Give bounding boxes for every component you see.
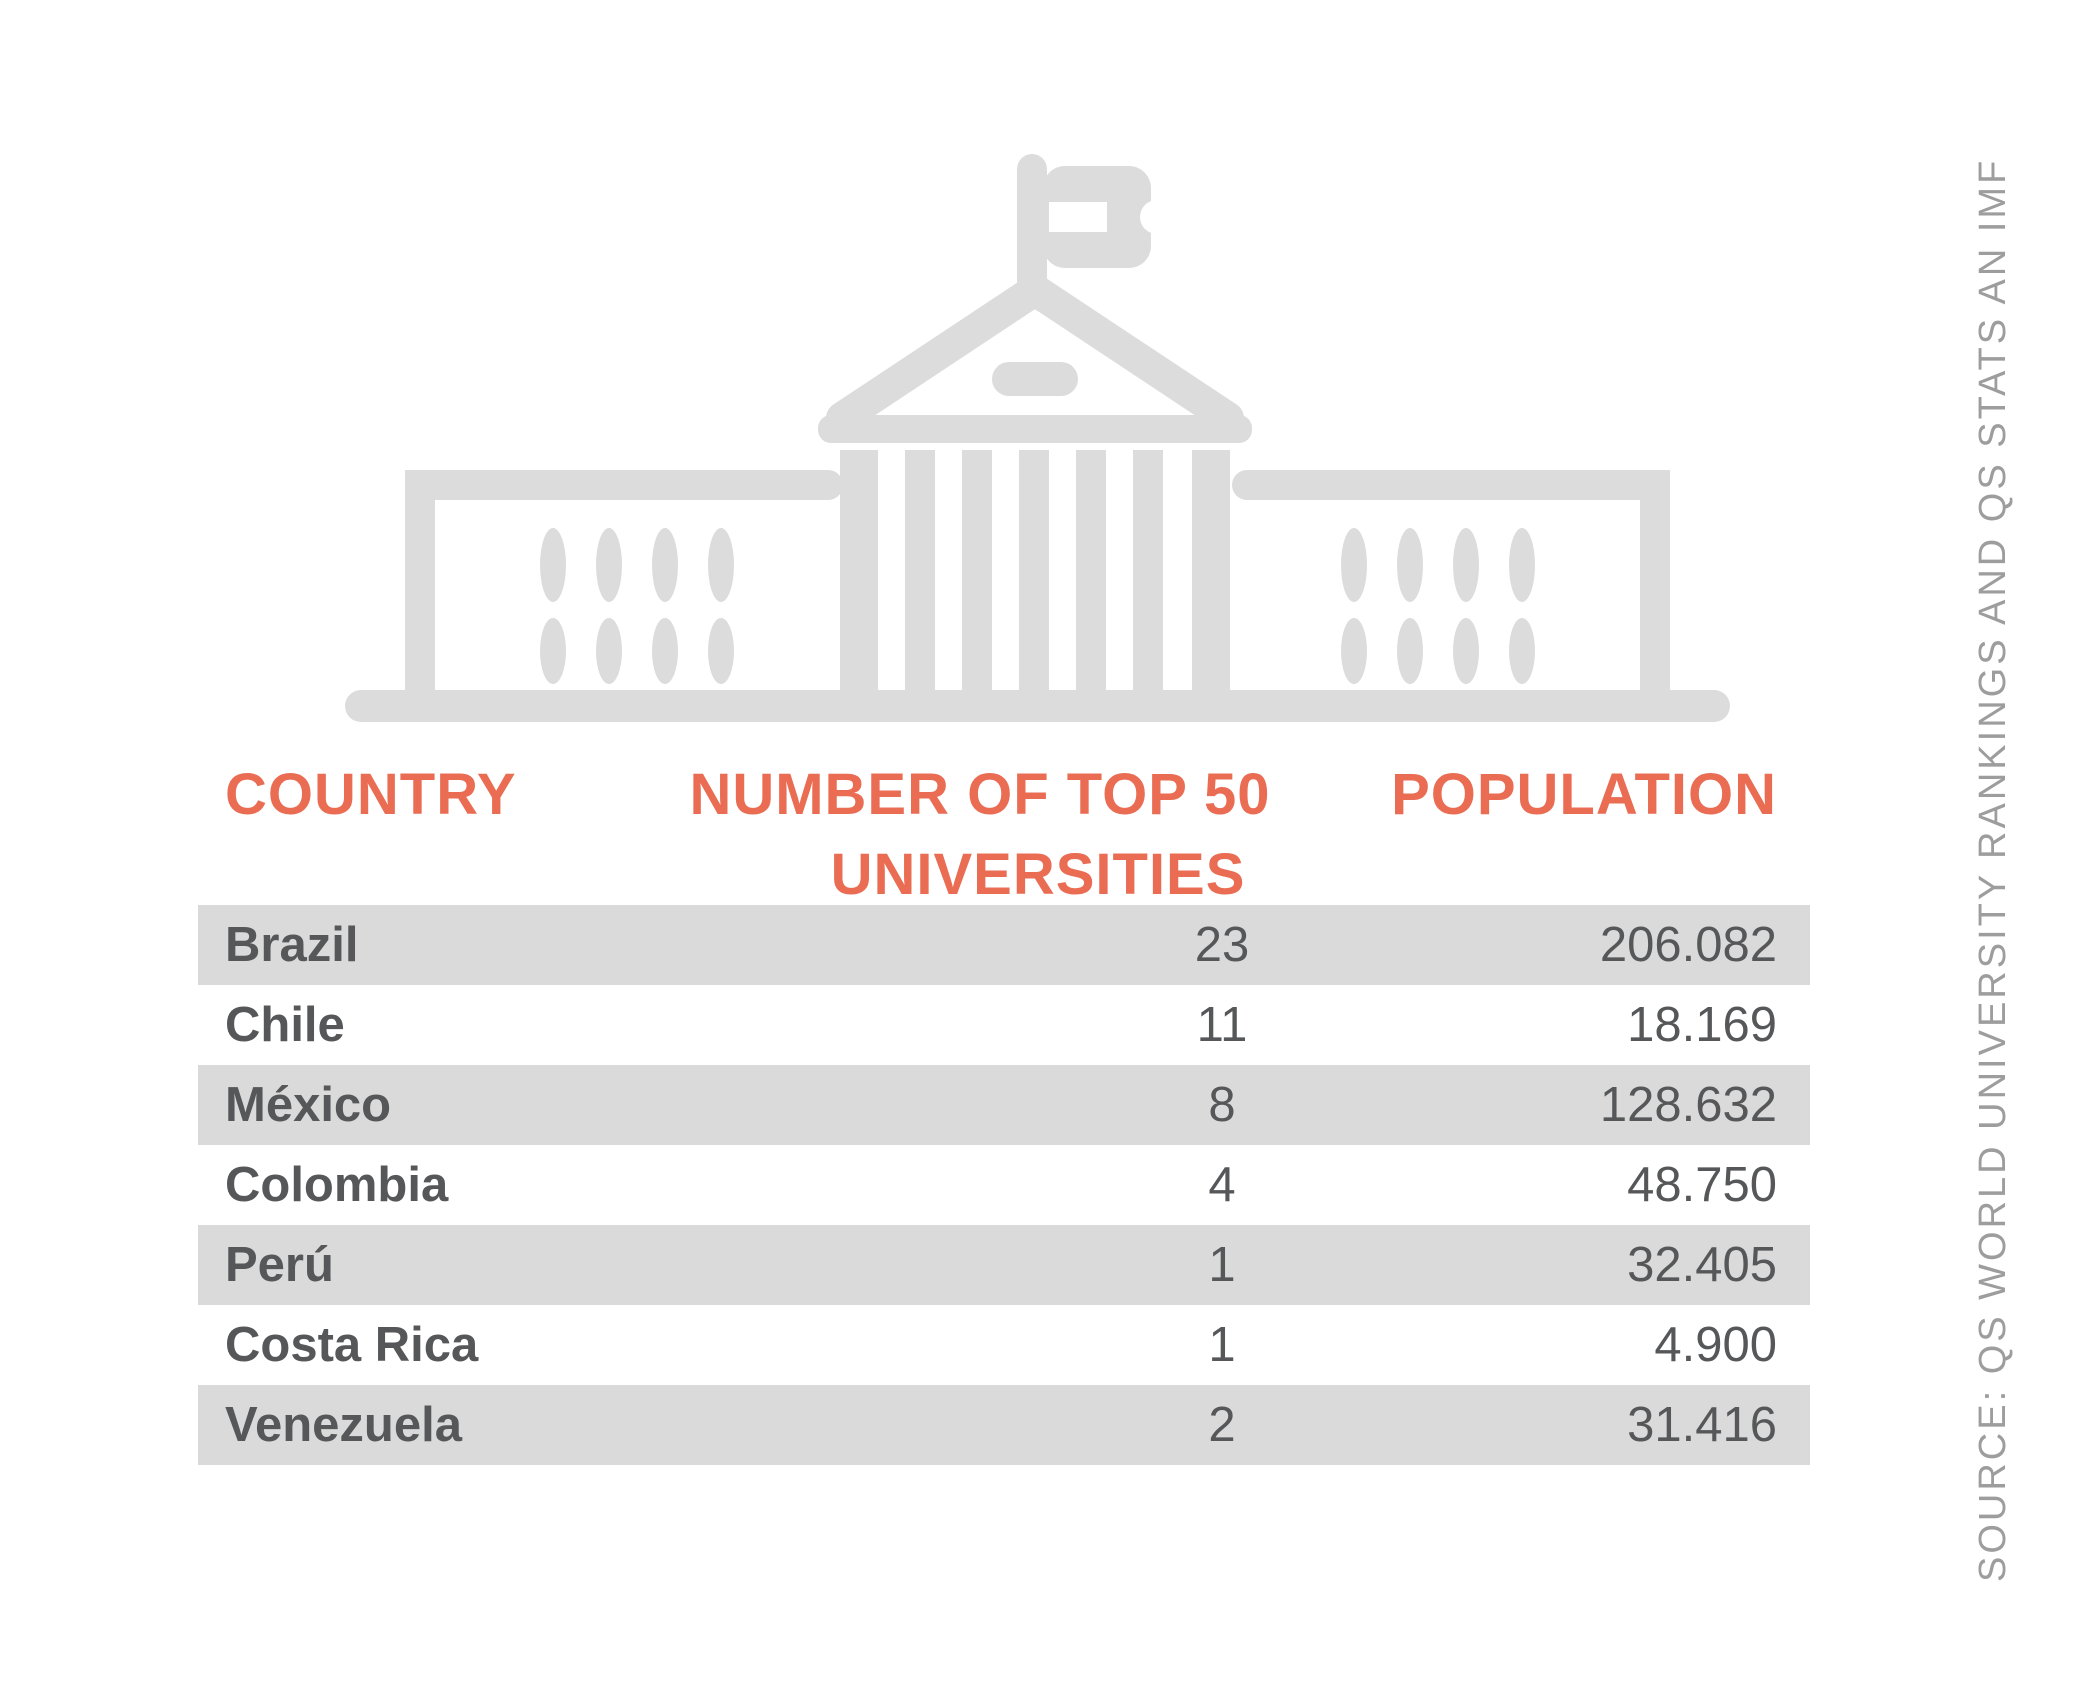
column-header-universities-line1: NUMBER OF TOP 50 [689,762,1271,827]
table-row: Costa Rica 1 4.900 [198,1305,1810,1385]
universities-cell: 1 [1208,1237,1236,1292]
population-cell: 31.416 [1627,1397,1777,1452]
flag-notch [1049,202,1107,232]
table-row: Brazil 23 206.082 [198,905,1810,985]
population-cell: 48.750 [1627,1157,1777,1212]
universities-cell: 2 [1208,1397,1236,1452]
universities-cell: 4 [1208,1157,1236,1212]
population-cell: 128.632 [1599,1077,1777,1132]
entablature [818,415,1252,443]
country-cell: México [225,1077,392,1132]
table-row: México 8 128.632 [198,1065,1810,1145]
table-row: Venezuela 2 31.416 [198,1385,1810,1465]
column-header-universities-line2: UNIVERSITIES [830,842,1246,907]
column-header-universities: NUMBER OF TOP 50 UNIVERSITIES [198,756,1810,905]
building-base [345,690,1730,722]
source-attribution: SOURCE: QS WORLD UNIVERSITY RANKINGS AND… [1972,157,2014,1582]
universities-cell: 11 [1196,997,1248,1052]
table-header: COUNTRY NUMBER OF TOP 50 UNIVERSITIES PO… [198,756,1810,905]
flag-bite [1140,200,1174,234]
universities-cell: 8 [1208,1077,1236,1132]
table-row: Colombia 4 48.750 [198,1145,1810,1225]
table-row: Chile 11 18.169 [198,985,1810,1065]
university-building-icon [345,154,1730,722]
country-cell: Colombia [225,1157,449,1212]
pediment-icon [826,274,1244,434]
country-cell: Brazil [225,917,359,972]
population-cell: 206.082 [1599,917,1777,972]
country-cell: Chile [225,997,345,1052]
column-header-population: POPULATION [1391,762,1777,827]
population-cell: 4.900 [1654,1317,1777,1372]
universities-cell: 23 [1194,917,1250,972]
universities-cell: 1 [1208,1317,1236,1372]
table-body: Brazil 23 206.082 Chile 11 18.169 México… [198,905,1810,1465]
country-cell: Venezuela [225,1397,462,1452]
table-row: Perú 1 32.405 [198,1225,1810,1305]
country-cell: Perú [225,1237,334,1292]
country-universities-table: COUNTRY NUMBER OF TOP 50 UNIVERSITIES PO… [198,756,1810,1465]
population-cell: 18.169 [1627,997,1777,1052]
population-cell: 32.405 [1627,1237,1777,1292]
country-cell: Costa Rica [225,1317,479,1372]
flag-pole-icon [1017,154,1047,310]
pediment-plaque [992,362,1078,396]
column-header-country: COUNTRY [225,762,517,827]
